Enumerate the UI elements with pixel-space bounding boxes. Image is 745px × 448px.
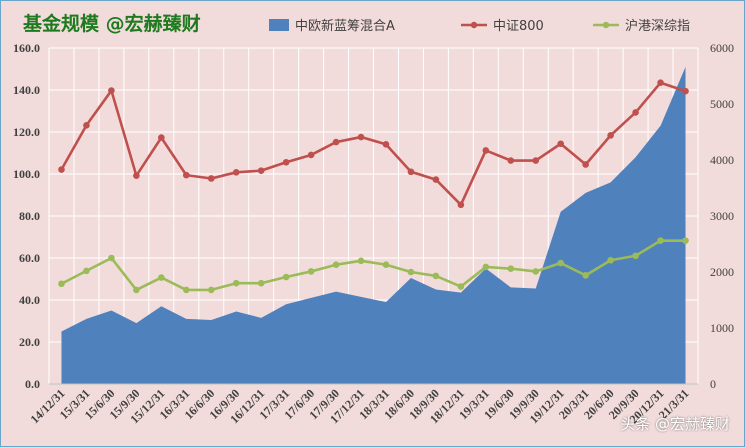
point-index-b (507, 265, 515, 272)
y-right-tick-label: 1000 (710, 321, 734, 335)
point-index-b (557, 259, 565, 267)
chart-title: 基金规模 @宏赫臻财 (23, 13, 201, 35)
point-index-b (457, 283, 465, 290)
point-index-b (382, 261, 390, 269)
y-right-tick-label: 4000 (710, 153, 734, 167)
point-index-b (282, 273, 290, 281)
point-index-a (133, 172, 140, 179)
y-right-tick-label: 5000 (710, 97, 734, 111)
point-index-a (432, 176, 440, 183)
point-index-a (507, 157, 515, 164)
point-index-a (108, 87, 115, 94)
point-index-b (257, 279, 265, 287)
area-series-layer (61, 66, 686, 385)
point-index-a (632, 109, 639, 116)
point-index-a (557, 140, 565, 148)
point-index-a (307, 151, 315, 159)
point-index-b (158, 274, 165, 281)
point-index-b (307, 268, 315, 275)
legend-label-index-b: 沪港深综指 (625, 19, 691, 34)
legend-swatch-index-a (461, 21, 487, 28)
point-index-a (657, 79, 664, 87)
point-index-a (532, 157, 540, 164)
line-series-layer (58, 79, 689, 294)
point-index-a (682, 87, 689, 95)
point-index-b (657, 237, 664, 244)
point-index-a (357, 133, 365, 141)
point-index-a (207, 175, 215, 182)
y-right-tick-label: 6000 (710, 41, 734, 55)
point-index-a (407, 168, 415, 176)
y-left-tick-label: 80.0 (19, 209, 40, 223)
point-index-b (108, 254, 115, 262)
point-index-b (607, 256, 614, 264)
point-index-a (582, 161, 589, 168)
point-index-b (133, 286, 140, 294)
y-left-tick-label: 60.0 (19, 251, 40, 265)
point-index-b (182, 286, 190, 294)
y-left-tick-label: 40.0 (19, 293, 40, 307)
y-left-tick-label: 100.0 (13, 167, 40, 181)
point-index-a (158, 134, 165, 141)
point-index-a (182, 171, 190, 179)
point-index-a (457, 201, 465, 209)
point-index-a (382, 141, 390, 148)
point-index-a (282, 158, 290, 166)
point-index-b (582, 272, 589, 279)
point-index-a (332, 138, 340, 146)
legend-swatch-area (269, 18, 289, 31)
point-index-b (232, 279, 240, 287)
area-series-0 (61, 66, 686, 385)
y-left-tick-label: 140.0 (13, 83, 40, 97)
point-index-b (407, 268, 415, 276)
y-right-tick-label: 3000 (710, 209, 734, 223)
y-left-tick-label: 120.0 (13, 125, 40, 139)
legend-item-area: 中欧新蓝筹混合A (269, 15, 395, 34)
point-index-a (607, 132, 614, 139)
point-index-b (357, 257, 365, 265)
legend-swatch-index-b (593, 21, 619, 28)
point-index-a (257, 167, 265, 174)
y-left-tick-label: 0.0 (25, 377, 40, 391)
point-index-a (58, 166, 65, 173)
point-index-b (532, 268, 540, 275)
point-index-b (58, 280, 65, 288)
point-index-b (207, 286, 215, 294)
y-left-tick-label: 160.0 (13, 41, 40, 55)
point-index-b (83, 267, 90, 275)
point-index-b (682, 237, 689, 244)
line-series-index-b (60, 239, 686, 292)
point-index-b (432, 272, 440, 280)
point-index-b (482, 263, 490, 271)
y-right-tick-label: 0 (710, 377, 716, 391)
watermark: 头条 @宏赫臻财 (620, 415, 730, 433)
point-index-b (332, 261, 340, 269)
y-right-tick-label: 2000 (710, 265, 734, 279)
point-index-a (482, 147, 490, 154)
y-left-tick-label: 20.0 (19, 335, 40, 349)
legend-item-index-a: 中证800 (461, 15, 544, 34)
line-series-index-a (60, 81, 686, 207)
legend-item-index-b: 沪港深综指 (593, 15, 690, 34)
legend-label-area: 中欧新蓝筹混合A (295, 19, 395, 34)
point-index-a (232, 169, 240, 176)
point-index-a (83, 121, 90, 129)
point-index-b (632, 252, 639, 260)
legend-label-index-a: 中证800 (493, 19, 544, 34)
